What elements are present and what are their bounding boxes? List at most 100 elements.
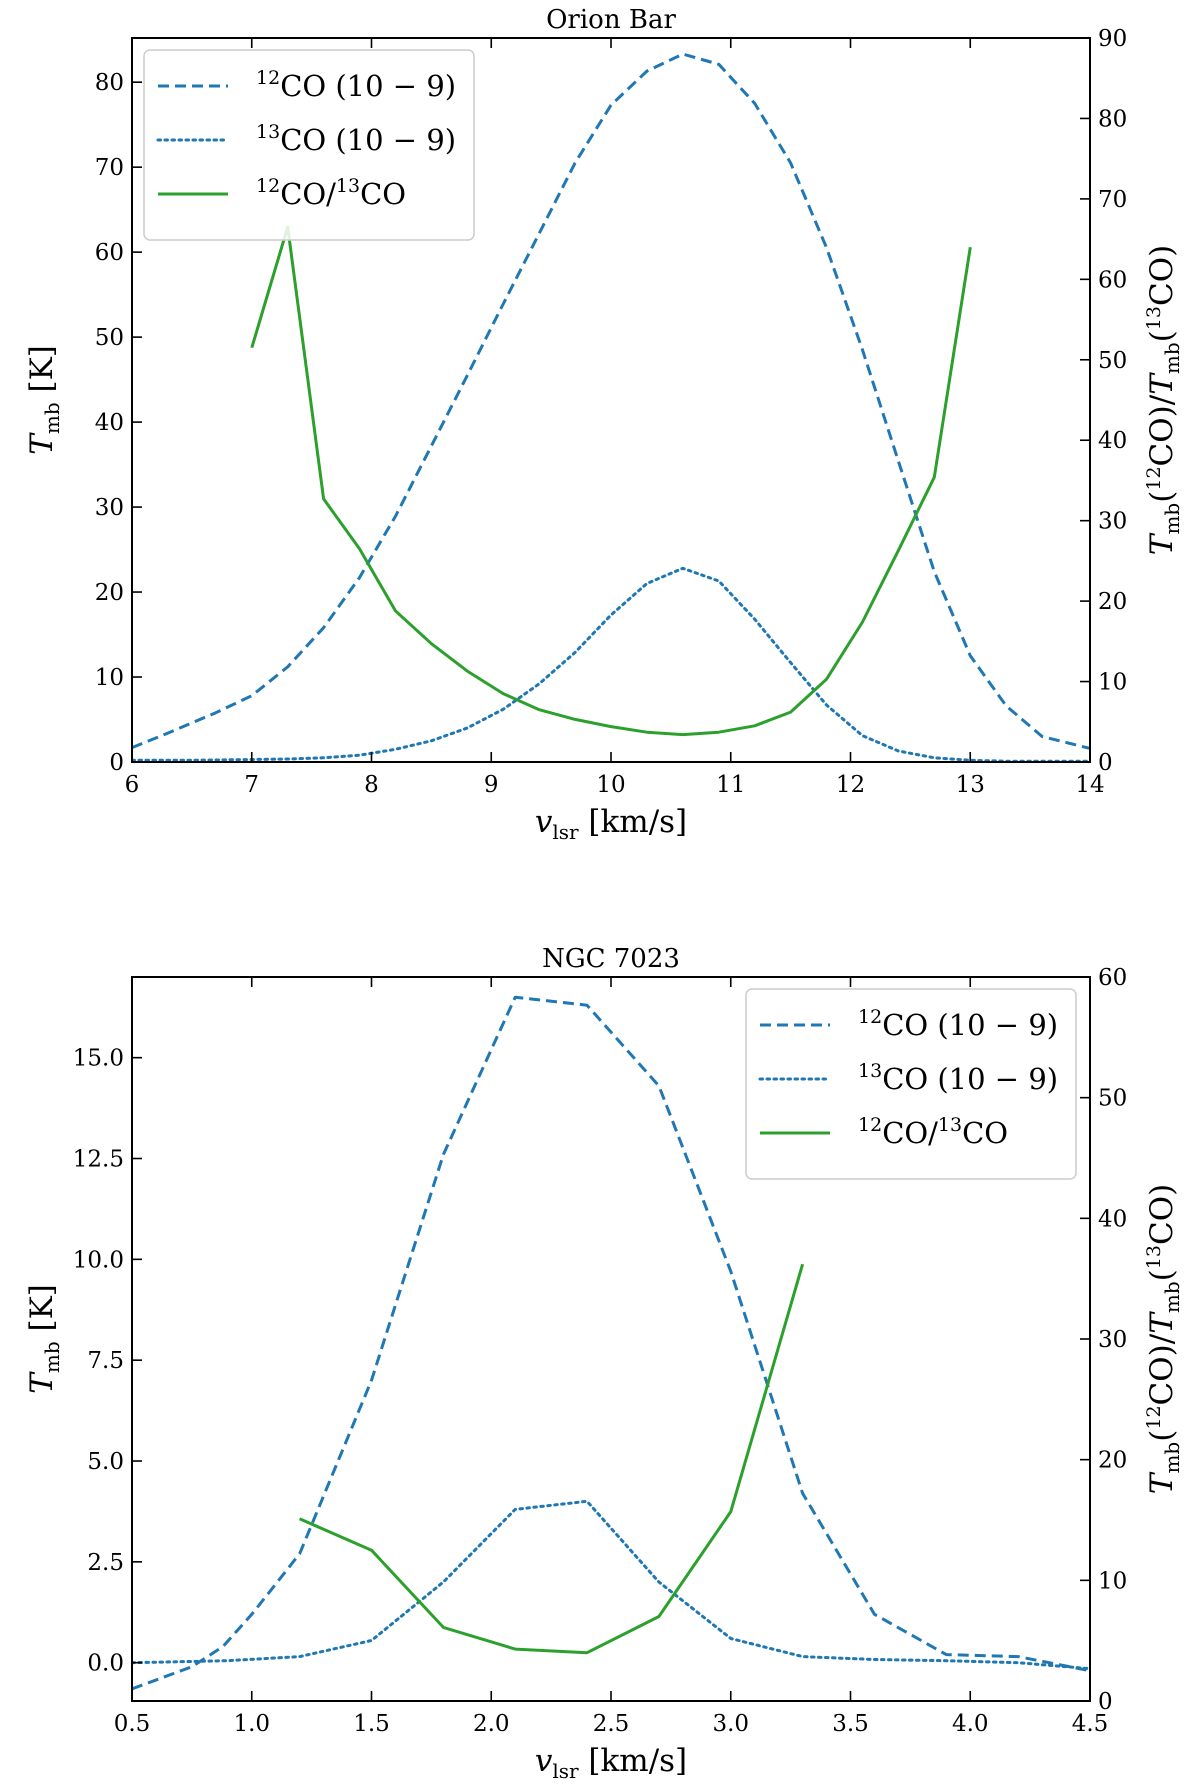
y2-axis-iso2: 13 <box>1143 1245 1165 1269</box>
y2-tick-label: 10 <box>1098 1568 1127 1594</box>
y2-tick-label: 90 <box>1098 26 1127 52</box>
y2-tick-label: 70 <box>1098 187 1127 213</box>
y2-axis-iso2: 13 <box>1143 306 1165 330</box>
y2-axis-symbol: T <box>1144 1471 1180 1494</box>
y-tick-label: 80 <box>95 70 124 96</box>
y-axis-symbol: T <box>24 432 60 455</box>
y-axis-label: Tmb [K] <box>24 1284 64 1394</box>
x-axis-symbol: v <box>535 1743 553 1779</box>
y2-tick-label: 20 <box>1098 1448 1127 1474</box>
y-tick-label: 0.0 <box>87 1651 124 1677</box>
legend-label-3: 12CO/13CO <box>858 1114 1008 1150</box>
legend-iso: 13 <box>858 1060 882 1082</box>
y-tick-label: 7.5 <box>87 1348 124 1374</box>
legend-iso: 12 <box>256 175 280 197</box>
legend-label-2: 13CO (10 − 9) <box>256 121 456 157</box>
x-tick-label: 10 <box>596 772 625 798</box>
y-tick-label: 30 <box>95 495 124 521</box>
x-tick-label: 8 <box>364 772 379 798</box>
x-axis-label: vlsr [km/s] <box>535 804 687 844</box>
y2-tick-label: 60 <box>1098 267 1127 293</box>
y2-tick-label: 20 <box>1098 589 1127 615</box>
legend-iso: 12 <box>256 67 280 89</box>
x-axis-label: vlsr [km/s] <box>535 1743 687 1783</box>
x-tick-label: 0.5 <box>114 1711 151 1737</box>
y2-axis-iso1: 12 <box>1143 1405 1165 1429</box>
series-line-3 <box>250 225 972 737</box>
y-tick-label: 60 <box>95 240 124 266</box>
legend: 12CO (10 − 9)13CO (10 − 9)12CO/13CO <box>745 988 1077 1180</box>
x-tick-label: 11 <box>716 772 745 798</box>
x-axis-symbol: v <box>535 804 553 840</box>
legend-text: CO (10 − 9) <box>882 1008 1058 1042</box>
legend-label-2: 13CO (10 − 9) <box>858 1060 1058 1096</box>
series-line-2 <box>132 1499 1090 1671</box>
legend: 12CO (10 − 9)13CO (10 − 9)12CO/13CO <box>143 49 475 241</box>
x-tick-label: 1.0 <box>233 1711 270 1737</box>
chart-title: NGC 7023 <box>542 944 680 974</box>
legend-text: CO (10 − 9) <box>280 69 456 103</box>
x-tick-label: 9 <box>484 772 499 798</box>
x-tick-label: 12 <box>836 772 865 798</box>
y-tick-label: 2.5 <box>87 1550 124 1576</box>
legend-text: CO/ <box>882 1116 938 1150</box>
y-tick-label: 70 <box>95 155 124 181</box>
series-line-3 <box>298 1263 805 1655</box>
y2-tick-label: 10 <box>1098 670 1127 696</box>
y-axis-subscript: mb <box>40 1341 64 1373</box>
y2-axis-label: Tmb(12CO)/Tmb(13CO) <box>1143 245 1184 555</box>
chart-title: Orion Bar <box>546 5 676 35</box>
legend-label-1: 12CO (10 − 9) <box>256 67 456 103</box>
x-tick-label: 3.0 <box>712 1711 749 1737</box>
y-tick-label: 10 <box>95 665 124 691</box>
legend-iso: 12 <box>858 1114 882 1136</box>
y-tick-label: 12.5 <box>73 1147 124 1173</box>
chart-panel-2: 0.5 1.0 1.5 2.0 2.5 3.0 3.5 4.0 4.5 0.0 2.5 5.0 7.5 1… <box>24 944 1184 1783</box>
y-axis-label: Tmb [K] <box>24 345 64 455</box>
y-axis-unit: [K] <box>24 345 60 402</box>
x-axis-subscript: lsr <box>552 1759 579 1783</box>
y2-tick-label: 0 <box>1098 750 1113 776</box>
y-tick-label: 10.0 <box>73 1247 124 1273</box>
x-axis-subscript: lsr <box>552 820 579 844</box>
x-tick-label: 14 <box>1075 772 1104 798</box>
legend-iso2: 13 <box>938 1114 962 1136</box>
y-tick-label: 5.0 <box>87 1449 124 1475</box>
y-tick-label: 40 <box>95 410 124 436</box>
legend-text: CO/ <box>280 177 336 211</box>
y2-tick-label: 40 <box>1098 428 1127 454</box>
y2-axis-subscript: mb <box>1160 1442 1184 1474</box>
x-tick-label: 2.5 <box>593 1711 630 1737</box>
x-tick-label: 7 <box>244 772 259 798</box>
x-tick-label: 1.5 <box>353 1711 390 1737</box>
y-axis-subscript: mb <box>40 402 64 434</box>
chart-panel-1: 6 7 8 9 10 11 12 13 1401020304050607080010203040… <box>24 5 1184 844</box>
y2-tick-label: 30 <box>1098 509 1127 535</box>
y2-axis-subscript: mb <box>1160 503 1184 535</box>
y-axis-unit: [K] <box>24 1284 60 1341</box>
legend-iso2: 13 <box>336 175 360 197</box>
y-tick-label: 50 <box>95 325 124 351</box>
y-axis-symbol: T <box>24 1371 60 1394</box>
legend-label-3: 12CO/13CO <box>256 175 406 211</box>
x-tick-label: 4.5 <box>1072 1711 1109 1737</box>
legend-label-1: 12CO (10 − 9) <box>858 1006 1058 1042</box>
legend-text: CO (10 − 9) <box>280 123 456 157</box>
y2-tick-label: 80 <box>1098 106 1127 132</box>
y2-axis-symbol: T <box>1144 532 1180 555</box>
x-tick-label: 6 <box>125 772 140 798</box>
y2-tick-label: 40 <box>1098 1206 1127 1232</box>
y2-tick-label: 60 <box>1098 965 1127 991</box>
legend-iso: 13 <box>256 121 280 143</box>
series-line-1 <box>132 52 1090 750</box>
series-line-2 <box>132 566 1090 762</box>
y2-tick-label: 30 <box>1098 1327 1127 1353</box>
x-tick-label: 4.0 <box>952 1711 989 1737</box>
y2-tick-label: 0 <box>1098 1689 1113 1715</box>
x-axis-unit: [km/s] <box>579 1743 688 1779</box>
y2-tick-label: 50 <box>1098 348 1127 374</box>
y-tick-label: 15.0 <box>73 1046 124 1072</box>
x-tick-label: 13 <box>956 772 985 798</box>
series-line-1 <box>132 995 1090 1691</box>
